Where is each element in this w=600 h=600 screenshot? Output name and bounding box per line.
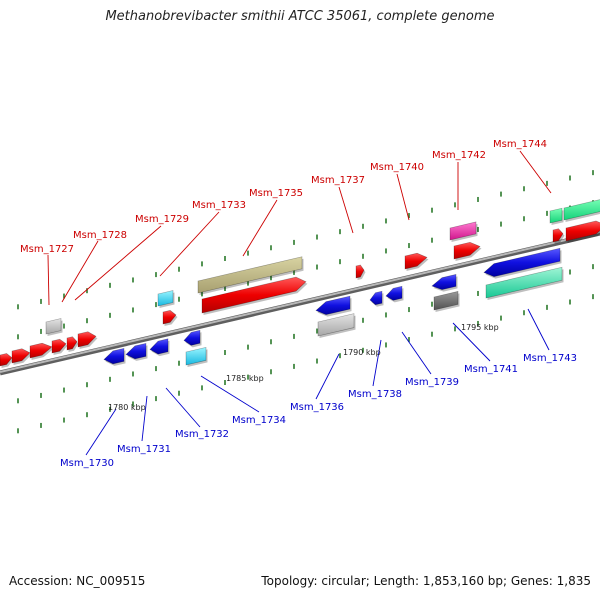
gene-feature [449,221,477,241]
scale-labels: 1780 kbp 1785 kbp 1790 kbp 1795 kbp [108,323,499,412]
gene-feature [565,220,600,242]
leader-line [242,199,278,257]
forward-gene-labels: Msm_1727 Msm_1728 Msm_1729 Msm_1733 Msm_… [20,139,547,255]
gene-feature [45,318,62,335]
leader-line [165,387,201,428]
gene-label-msm-1734[interactable]: Msm_1734 [232,415,286,426]
gene-label-msm-1729[interactable]: Msm_1729 [135,214,189,225]
scale-label-1780: 1780 kbp [108,403,146,412]
leader-lines [47,150,552,456]
leader-line [85,408,117,456]
reverse-gene-labels: Msm_1730 Msm_1731 Msm_1732 Msm_1734 Msm_… [60,353,577,469]
gene-feature [157,290,174,307]
gene-label-msm-1742[interactable]: Msm_1742 [432,150,486,161]
gene-feature [431,274,457,290]
leader-line [372,339,382,387]
gene-feature [183,329,201,346]
leader-line [159,211,220,277]
gene-label-msm-1727[interactable]: Msm_1727 [20,244,74,255]
leader-line [396,173,410,221]
gene-feature [162,310,177,325]
gene-label-msm-1736[interactable]: Msm_1736 [290,402,344,413]
gene-label-msm-1743[interactable]: Msm_1743 [523,353,577,364]
gene-feature [355,264,365,279]
gene-feature [51,338,67,354]
gene-feature [315,295,351,315]
leader-line [527,308,550,351]
gene-feature [483,247,561,277]
leader-line [141,395,148,442]
gene-label-msm-1732[interactable]: Msm_1732 [175,429,229,440]
topology-summary: Topology: circular; Length: 1,853,160 bp… [261,574,591,588]
genome-title: Methanobrevibacter smithii ATCC 35061, c… [105,9,495,24]
gene-label-msm-1728[interactable]: Msm_1728 [73,230,127,241]
scale-label-1790: 1790 kbp [343,348,381,357]
gene-feature [0,353,13,367]
gene-feature [197,256,303,294]
gene-feature [77,331,97,348]
gene-feature [369,290,383,306]
gene-label-msm-1733[interactable]: Msm_1733 [192,200,246,211]
gene-label-msm-1730[interactable]: Msm_1730 [60,458,114,469]
gene-feature [185,346,207,366]
leader-line [401,331,432,375]
gene-features [0,199,600,368]
leader-line [47,254,50,306]
leader-line [61,240,99,303]
genome-backbone [0,230,600,376]
leader-line [338,186,354,234]
gene-feature [149,338,169,355]
gene-feature [485,266,563,299]
gene-feature [103,347,125,365]
gene-feature [11,348,31,364]
gene-label-msm-1738[interactable]: Msm_1738 [348,389,402,400]
scale-label-1795: 1795 kbp [461,323,499,332]
gene-label-msm-1735[interactable]: Msm_1735 [249,188,303,199]
gene-feature [552,228,564,243]
gene-feature [125,342,147,360]
gene-label-msm-1744[interactable]: Msm_1744 [493,139,547,150]
gene-label-msm-1740[interactable]: Msm_1740 [370,162,424,173]
gene-feature [404,252,428,270]
gene-feature [385,285,403,301]
gene-label-msm-1739[interactable]: Msm_1739 [405,377,459,388]
scale-label-1785: 1785 kbp [226,374,264,383]
gene-label-msm-1737[interactable]: Msm_1737 [311,175,365,186]
gene-feature [563,199,600,221]
gene-feature [29,342,53,359]
gene-label-msm-1741[interactable]: Msm_1741 [464,364,518,375]
gene-feature [66,336,78,351]
tick-tracks [17,170,594,434]
leader-line [74,225,162,301]
gene-feature [317,313,355,337]
accession-text: Accession: NC_009515 [9,574,146,588]
gene-feature [549,207,563,224]
gene-feature [201,276,307,314]
leader-line [315,353,340,400]
leader-line [452,322,491,362]
gene-label-msm-1731[interactable]: Msm_1731 [117,444,171,455]
gene-feature [453,241,481,260]
leader-line [200,375,260,413]
leader-line [519,150,552,194]
gene-feature [433,291,459,311]
